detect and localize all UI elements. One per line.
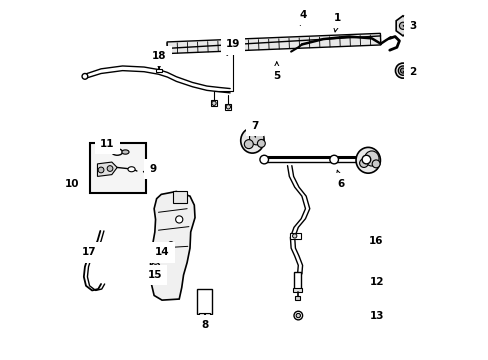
Text: 19: 19	[225, 40, 240, 55]
Ellipse shape	[122, 150, 129, 154]
Ellipse shape	[244, 140, 253, 149]
Text: 5: 5	[273, 62, 280, 81]
Circle shape	[211, 101, 216, 105]
Circle shape	[161, 251, 164, 254]
Polygon shape	[167, 33, 380, 54]
Ellipse shape	[240, 128, 264, 153]
Circle shape	[168, 242, 174, 247]
Polygon shape	[97, 162, 117, 176]
Circle shape	[151, 262, 160, 271]
Circle shape	[98, 167, 104, 173]
Circle shape	[293, 311, 302, 320]
Text: 6: 6	[336, 170, 344, 189]
Circle shape	[292, 234, 296, 238]
Ellipse shape	[364, 151, 378, 166]
Circle shape	[400, 68, 405, 73]
Text: 14: 14	[154, 247, 169, 258]
Text: 16: 16	[368, 236, 383, 246]
Bar	[172, 191, 187, 203]
Circle shape	[74, 180, 83, 189]
Circle shape	[175, 216, 183, 223]
Bar	[201, 323, 207, 327]
Bar	[292, 288, 302, 292]
Ellipse shape	[398, 66, 407, 75]
Bar	[147, 269, 158, 273]
Text: 7: 7	[251, 121, 259, 137]
Text: 9: 9	[143, 164, 156, 174]
Bar	[293, 272, 301, 289]
Text: 3: 3	[403, 21, 416, 31]
Polygon shape	[150, 192, 195, 300]
Text: 1: 1	[333, 13, 341, 32]
Text: 12: 12	[369, 277, 384, 287]
Ellipse shape	[112, 149, 122, 155]
Ellipse shape	[371, 160, 379, 168]
Ellipse shape	[355, 147, 380, 173]
Ellipse shape	[359, 159, 367, 167]
Text: 18: 18	[152, 51, 166, 69]
Text: 13: 13	[369, 311, 384, 320]
Circle shape	[153, 265, 158, 269]
Circle shape	[107, 166, 113, 171]
Ellipse shape	[128, 167, 135, 172]
Ellipse shape	[249, 131, 264, 145]
Bar	[198, 314, 210, 319]
Bar	[294, 296, 300, 300]
Circle shape	[226, 105, 230, 109]
Bar	[290, 233, 301, 239]
Ellipse shape	[395, 63, 410, 78]
Text: 15: 15	[147, 270, 162, 280]
Text: 17: 17	[82, 247, 97, 257]
Circle shape	[82, 73, 88, 79]
Text: 8: 8	[201, 314, 208, 330]
Bar	[225, 104, 231, 110]
Text: 2: 2	[403, 67, 416, 77]
Circle shape	[329, 155, 338, 164]
Circle shape	[159, 249, 166, 256]
Text: 10: 10	[65, 179, 80, 189]
Circle shape	[296, 314, 300, 318]
Text: 4: 4	[299, 10, 307, 25]
Circle shape	[362, 155, 370, 164]
Text: 11: 11	[100, 139, 115, 149]
Bar	[211, 100, 217, 106]
Ellipse shape	[257, 139, 265, 147]
Bar	[89, 143, 146, 193]
Circle shape	[77, 182, 81, 186]
Circle shape	[399, 22, 406, 30]
Circle shape	[260, 155, 268, 164]
Bar	[156, 69, 162, 72]
Bar	[197, 289, 211, 315]
Polygon shape	[395, 16, 409, 36]
